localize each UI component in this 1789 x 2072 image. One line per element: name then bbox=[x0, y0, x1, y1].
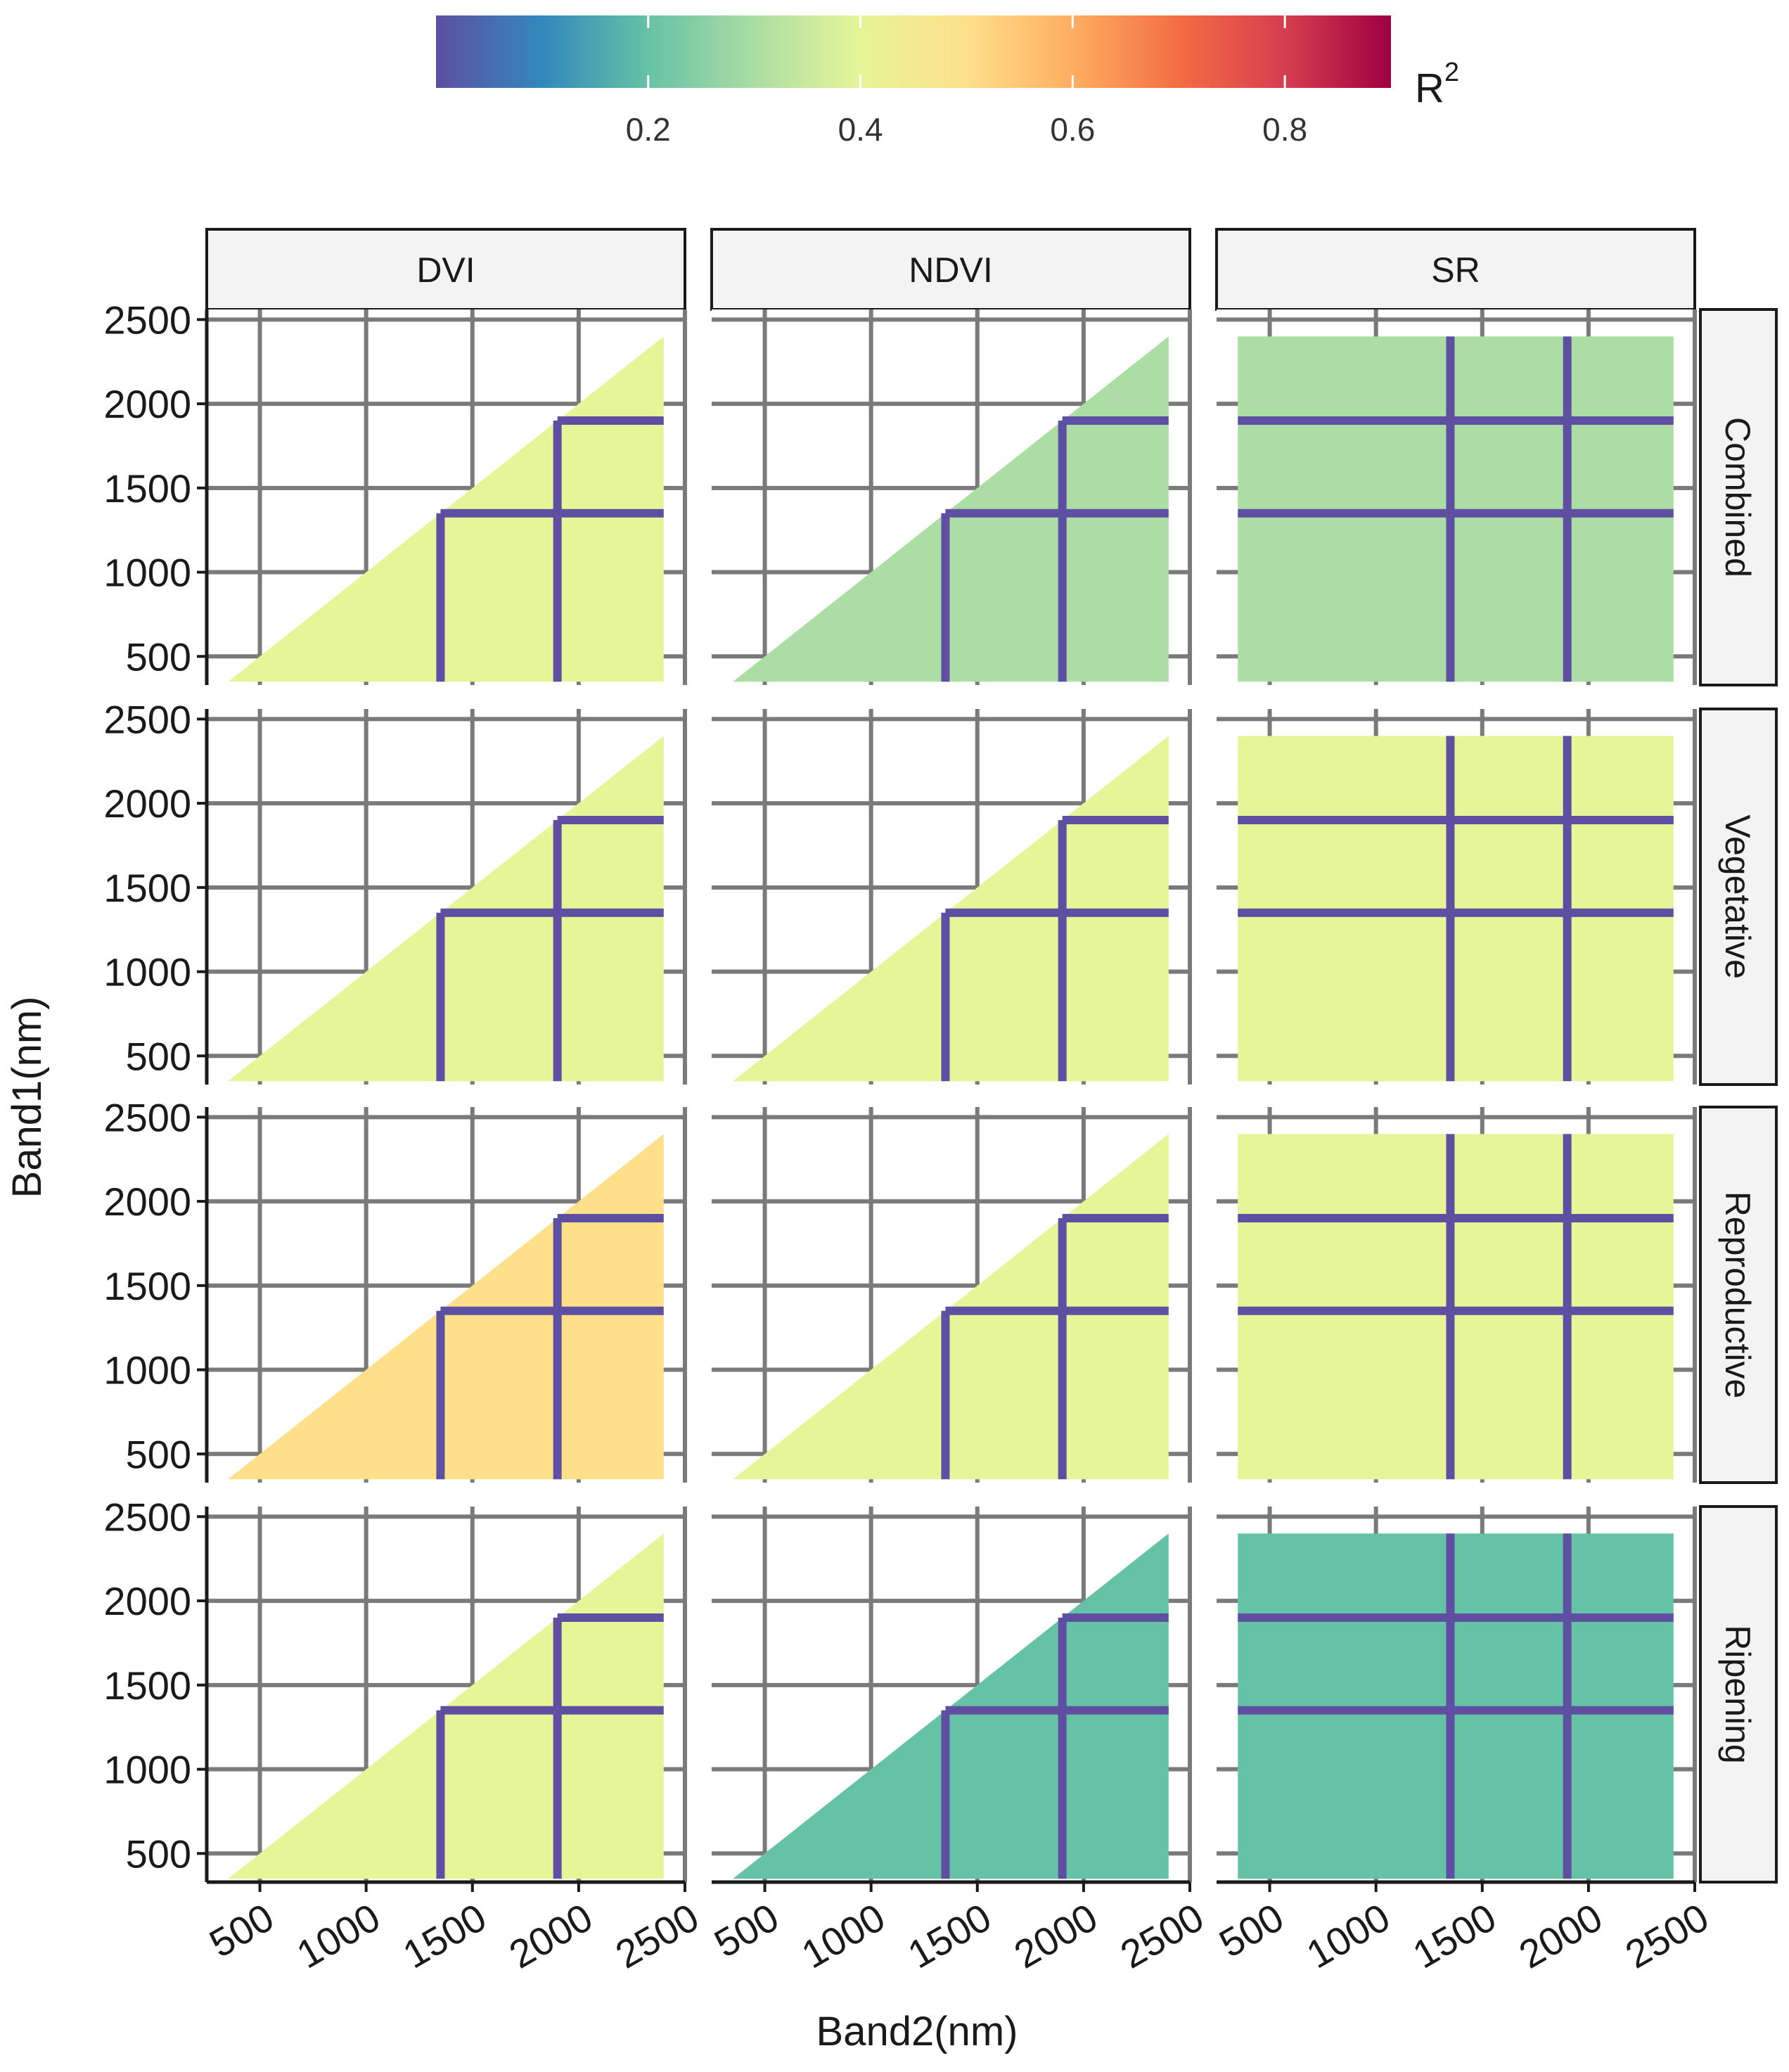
y-tick-label: 1000 bbox=[103, 1348, 191, 1393]
panel-sr-vegetative bbox=[1217, 709, 1697, 1085]
colorbar-title: R2 bbox=[1415, 58, 1459, 111]
x-tick-label: 500 bbox=[1212, 1895, 1290, 1966]
y-tick-label: 2000 bbox=[103, 1179, 191, 1224]
y-tick-label: 2500 bbox=[103, 1495, 191, 1539]
y-tick-label: 2000 bbox=[103, 1579, 191, 1623]
y-tick-label: 2000 bbox=[103, 382, 191, 426]
panel-ndvi-vegetative bbox=[712, 709, 1192, 1085]
x-tick-label: 1000 bbox=[1299, 1895, 1397, 1977]
x-tick-label: 1000 bbox=[289, 1895, 387, 1977]
panel-dvi-reproductive: 500 1000 1500 2000 2500 bbox=[103, 1095, 687, 1483]
strip-box bbox=[1699, 308, 1778, 686]
strip-label: DVI bbox=[416, 250, 475, 290]
y-tick-label: 1000 bbox=[103, 1748, 191, 1792]
x-tick-label: 2000 bbox=[1007, 1895, 1105, 1977]
colorbar-tick-label: 0.6 bbox=[1050, 111, 1095, 148]
facet-grid: DVI NDVI SR Combined Vegetative Reproductive R… bbox=[103, 228, 1778, 1977]
strip-vegetative: Vegetative bbox=[1699, 708, 1778, 1086]
y-tick-label: 2500 bbox=[103, 697, 191, 741]
y-axis-title: Band1(nm) bbox=[4, 997, 50, 1198]
x-tick-label: 1500 bbox=[395, 1895, 493, 1977]
x-tick-label: 1500 bbox=[900, 1895, 998, 1977]
y-tick-label: 500 bbox=[126, 634, 191, 679]
panel-ndvi-reproductive bbox=[712, 1107, 1192, 1483]
x-tick-label: 2500 bbox=[1113, 1895, 1211, 1977]
y-tick-label: 1500 bbox=[103, 866, 191, 910]
x-axis-title: Band2(nm) bbox=[816, 2009, 1018, 2054]
y-tick-label: 1500 bbox=[103, 1264, 191, 1308]
panel-dvi-combined: 500 1000 1500 2000 2500 bbox=[103, 298, 687, 685]
x-tick-label: 500 bbox=[202, 1895, 281, 1966]
y-tick-label: 1000 bbox=[103, 950, 191, 995]
x-tick-label: 2000 bbox=[502, 1895, 600, 1977]
strip-box bbox=[205, 228, 686, 311]
y-tick-label: 500 bbox=[126, 1034, 191, 1078]
x-tick-label: 2000 bbox=[1512, 1895, 1610, 1977]
strip-ripening: Ripening bbox=[1699, 1505, 1778, 1884]
strip-label: Combined bbox=[1718, 417, 1757, 577]
strip-box bbox=[1215, 228, 1696, 311]
strip-label: Ripening bbox=[1718, 1625, 1757, 1763]
strip-ndvi: NDVI bbox=[710, 228, 1191, 311]
strip-reproductive: Reproductive bbox=[1699, 1106, 1778, 1484]
strip-combined: Combined bbox=[1699, 308, 1778, 686]
y-tick-label: 500 bbox=[126, 1432, 191, 1476]
colorbar-tick-label: 0.4 bbox=[838, 111, 883, 148]
y-tick-label: 2000 bbox=[103, 781, 191, 826]
strip-sr: SR bbox=[1215, 228, 1696, 311]
colorbar-gradient bbox=[436, 15, 1391, 88]
strip-dvi: DVI bbox=[205, 228, 686, 311]
x-tick-label: 2500 bbox=[1618, 1895, 1716, 1977]
y-tick-label: 2500 bbox=[103, 1095, 191, 1139]
panel-dvi-vegetative: 500 1000 1500 2000 2500 bbox=[103, 697, 687, 1085]
colorbar-title-sup: 2 bbox=[1444, 58, 1459, 87]
colorbar-tick-label: 0.8 bbox=[1262, 111, 1307, 148]
colorbar-tick-label: 0.2 bbox=[626, 111, 671, 148]
x-tick-label: 2500 bbox=[608, 1895, 706, 1977]
strip-box bbox=[1699, 1106, 1778, 1484]
y-tick-label: 1000 bbox=[103, 551, 191, 595]
strip-label: SR bbox=[1431, 250, 1480, 290]
x-tick-label: 1500 bbox=[1405, 1895, 1503, 1977]
panel-sr-reproductive bbox=[1217, 1107, 1697, 1483]
y-tick-label: 1500 bbox=[103, 466, 191, 511]
strip-label: Vegetative bbox=[1718, 814, 1757, 979]
strip-box bbox=[1699, 708, 1778, 1086]
strip-label: Reproductive bbox=[1718, 1191, 1757, 1399]
panel-ndvi-combined bbox=[712, 309, 1192, 685]
strip-box bbox=[1699, 1505, 1778, 1884]
y-tick-label: 2500 bbox=[103, 298, 191, 342]
colorbar-title-main: R bbox=[1415, 65, 1444, 111]
colorbar: 0.2 0.4 0.6 0.8 R2 bbox=[436, 15, 1459, 148]
y-tick-label: 500 bbox=[126, 1831, 191, 1876]
y-tick-label: 1500 bbox=[103, 1663, 191, 1708]
panel-sr-combined bbox=[1217, 309, 1697, 685]
panel-sr-ripening: 500 1000 1500 2000 2500 bbox=[1212, 1507, 1716, 1977]
panel-ndvi-ripening: 500 1000 1500 2000 2500 bbox=[707, 1507, 1211, 1977]
strip-label: NDVI bbox=[909, 250, 992, 290]
colorbar-ticks: 0.2 0.4 0.6 0.8 bbox=[626, 15, 1307, 148]
x-tick-label: 500 bbox=[707, 1895, 786, 1966]
x-tick-label: 1000 bbox=[794, 1895, 892, 1977]
strip-box bbox=[710, 228, 1191, 311]
